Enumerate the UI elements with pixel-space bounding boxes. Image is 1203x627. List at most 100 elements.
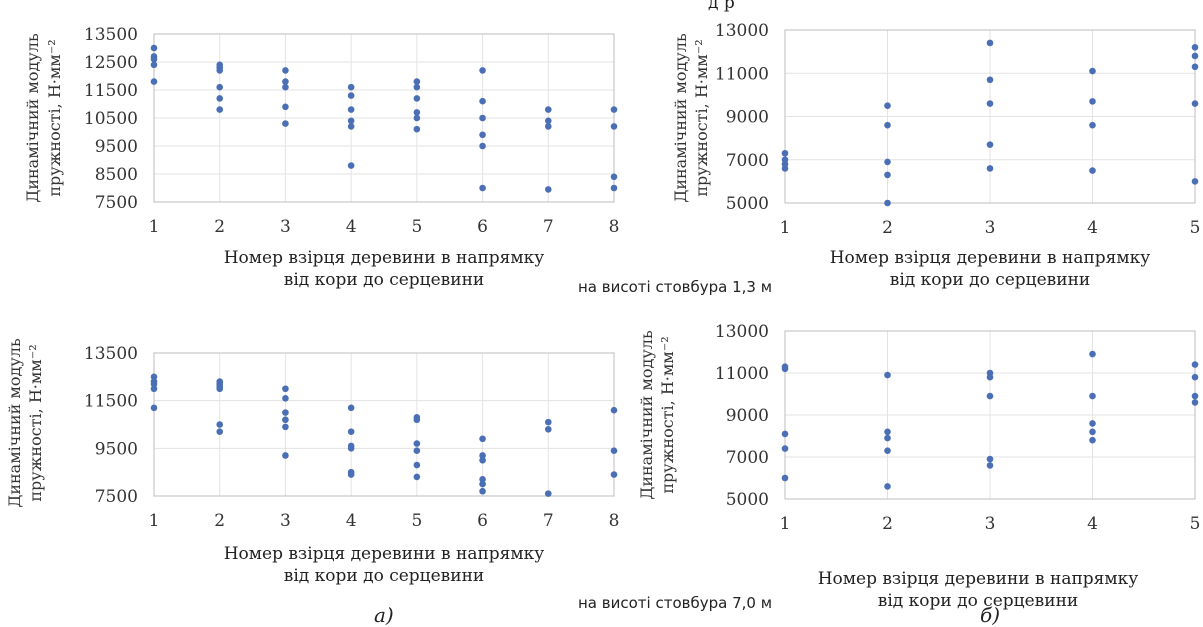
x-tick-label: 4 — [1087, 218, 1098, 238]
x-tick-label: 1 — [149, 511, 160, 531]
y-tick-label: 13000 — [715, 21, 769, 41]
data-point — [413, 447, 421, 455]
data-point — [610, 184, 618, 192]
x-tick-label: 1 — [780, 514, 791, 534]
data-point — [413, 416, 421, 424]
data-point — [347, 92, 355, 99]
y-tick-label: 9000 — [726, 108, 769, 128]
plot-area-frame — [153, 352, 615, 497]
x-tick-label: 7 — [543, 217, 554, 237]
data-point — [282, 78, 289, 85]
data-point — [150, 373, 158, 381]
data-point — [282, 409, 289, 416]
data-point — [884, 371, 891, 379]
data-point — [150, 61, 158, 69]
data-point — [610, 173, 618, 181]
y-tick-label: 7000 — [726, 448, 769, 468]
data-point — [1089, 121, 1096, 129]
data-point — [282, 394, 289, 402]
data-point — [479, 435, 486, 443]
x-tick-label: 8 — [609, 511, 620, 531]
data-point — [282, 423, 289, 431]
data-point — [347, 123, 355, 130]
y-axis-ticks: 7500 9500 11500 13500 — [84, 344, 138, 507]
data-point — [479, 114, 486, 122]
y-axis-ticks: 5000 7000 9000 11000 13000 — [715, 21, 769, 214]
data-point — [544, 117, 552, 125]
y-axis-label-line-1: Динамічний модуль — [5, 338, 24, 508]
y-axis-label-line-1: Динамічний модуль — [637, 330, 656, 500]
data-point — [413, 83, 421, 91]
data-point — [986, 141, 994, 148]
caption-height-1-3: на висоті стовбура 1,3 м — [578, 278, 773, 296]
data-point — [781, 149, 789, 157]
x-axis-label-line-1: Номер взірця деревини в напрямку — [223, 248, 545, 268]
x-tick-label: 5 — [1190, 514, 1201, 534]
data-point — [413, 461, 421, 469]
data-point — [216, 83, 224, 91]
data-points — [781, 39, 1199, 207]
data-point — [150, 78, 158, 85]
x-tick-label: 3 — [280, 511, 291, 531]
data-point — [1089, 420, 1096, 427]
y-tick-label: 13000 — [715, 322, 769, 342]
x-tick-label: 3 — [985, 514, 996, 534]
x-tick-label: 7 — [543, 511, 554, 531]
gridlines — [784, 29, 1196, 204]
subfigure-label-a: а) — [374, 603, 394, 627]
y-tick-label: 11000 — [715, 64, 769, 84]
y-tick-label: 8500 — [95, 165, 138, 185]
x-tick-label: 2 — [882, 218, 893, 238]
y-tick-label: 7500 — [95, 487, 138, 507]
x-tick-label: 2 — [214, 217, 225, 237]
data-point — [282, 83, 289, 91]
data-point — [1089, 167, 1096, 174]
data-point — [986, 462, 994, 469]
x-axis-label-bottom-left: Номер взірця деревини в напрямку від кор… — [184, 543, 584, 587]
subfigure-label-b: б) — [980, 603, 1001, 627]
data-point — [413, 125, 421, 133]
x-tick-label: 4 — [1087, 514, 1098, 534]
data-point — [150, 55, 158, 63]
y-axis-ticks: 7500 8500 9500 10500 11500 12500 13500 — [84, 25, 138, 213]
x-tick-label: 2 — [882, 514, 893, 534]
chart-svg-top-left: Динамічний модуль пружності, Н·мм⁻² 7500… — [23, 25, 619, 237]
x-axis-label-line-2: від кори до серцевини — [889, 270, 1091, 290]
x-axis-ticks: 1 2 3 4 5 — [780, 514, 1201, 534]
data-point — [479, 131, 486, 139]
x-axis-label-bottom-right: Номер взірця деревини в напрямку від кор… — [778, 568, 1178, 612]
chart-panel-top-right: Динамічний модуль пружності, Н·мм⁻² 5000… — [640, 0, 1203, 300]
data-point — [610, 106, 618, 113]
data-point — [1191, 178, 1199, 185]
data-point — [1089, 67, 1096, 75]
gridlines — [784, 330, 1196, 500]
x-axis-label-line-1: Номер взірця деревини в напрямку — [223, 544, 545, 564]
data-point — [1191, 52, 1199, 60]
data-point — [884, 102, 891, 109]
x-axis-ticks: 1 2 3 4 5 — [780, 218, 1201, 238]
data-point — [479, 480, 486, 488]
plot-area-frame — [784, 29, 1196, 204]
chart-panel-bottom-right: Динамічний модуль пружності, Н·мм⁻² 5000… — [637, 300, 1203, 614]
data-point — [413, 78, 421, 85]
x-tick-label: 5 — [411, 511, 422, 531]
data-point — [347, 404, 355, 412]
data-point — [216, 428, 224, 435]
y-tick-label: 5000 — [726, 490, 769, 510]
data-point — [884, 483, 891, 490]
data-point — [1089, 392, 1096, 400]
data-point — [282, 103, 289, 111]
gridlines — [153, 33, 615, 203]
chart-svg-bottom-right: Динамічний модуль пружності, Н·мм⁻² 5000… — [637, 322, 1201, 534]
data-point — [544, 490, 552, 497]
y-tick-label: 9500 — [95, 439, 138, 459]
data-point — [884, 171, 891, 179]
data-point — [1191, 361, 1199, 368]
data-point — [544, 106, 552, 113]
x-tick-label: 4 — [346, 217, 357, 237]
chart-panel-bottom-left: Динамічний модуль пружності, Н·мм⁻² 7500… — [0, 300, 640, 614]
y-tick-label: 11500 — [84, 81, 138, 101]
x-tick-label: 5 — [1190, 218, 1201, 238]
data-point — [1191, 399, 1199, 406]
x-tick-label: 3 — [280, 217, 291, 237]
